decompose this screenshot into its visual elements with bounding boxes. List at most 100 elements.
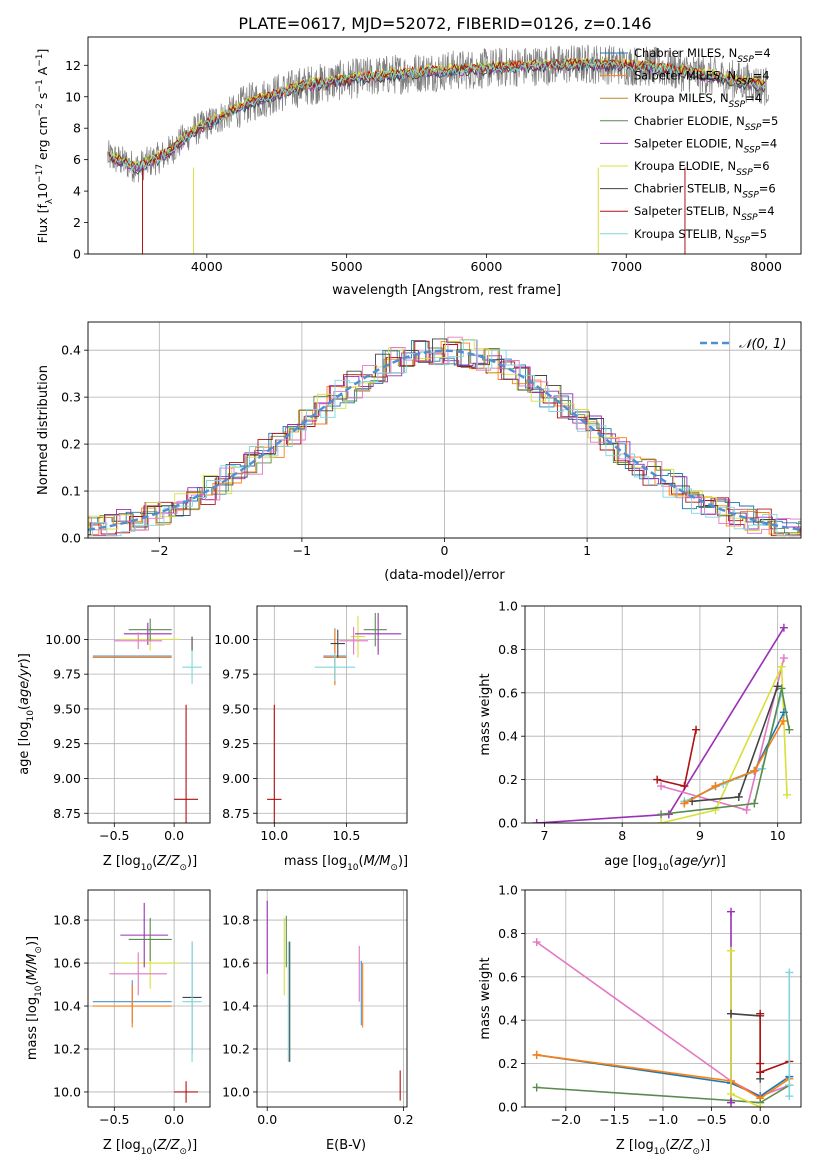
massweight_vs_age-axes: 7 8 9 10 0.0 0.2 0.4 0.6 0.8 1.0 [498, 599, 801, 843]
residual-histogram [88, 339, 801, 534]
label-part: 10 [657, 863, 669, 873]
label-part: Kroupa ELODIE, N [634, 159, 736, 173]
label-part: Chabrier MILES, N [634, 46, 737, 60]
y-tick-label: 1.0 [498, 599, 518, 614]
y-tick-label: 0.2 [498, 772, 518, 787]
label-part: SSP [729, 100, 746, 110]
label-part: Z [log [616, 1138, 654, 1153]
error-point [174, 704, 199, 823]
y-tick-label: 10 [65, 89, 81, 104]
y-tick-label: 0.3 [61, 390, 81, 405]
label-part: SSP [734, 236, 751, 246]
y-tick-label: 10.0 [222, 1084, 250, 1099]
figure-title: PLATE=0617, MJD=52072, FIBERID=0126, z=0… [238, 14, 651, 33]
residual-histogram [88, 352, 801, 537]
legend-label: Kroupa STELIB, NSSP=5 [634, 227, 767, 246]
label-part: age/yr [17, 662, 32, 705]
y-tick-label: 9.50 [53, 701, 81, 716]
weight-line [660, 657, 785, 811]
label-part: −1 [35, 54, 45, 67]
label-part: ( [665, 1138, 670, 1153]
weight-marker [777, 662, 786, 671]
age-vs-mass-xlabel: mass [log10(M/M⊙)] [284, 854, 408, 873]
x-tick-label: 0 [441, 543, 449, 558]
label-part: =5 [750, 227, 767, 241]
label-part: SSP [745, 123, 762, 133]
residuals-ylabel: Normed distribution [36, 365, 51, 495]
label-part: )] [700, 1138, 710, 1153]
y-tick-label: 9.00 [222, 771, 250, 786]
spectrum-frame [87, 36, 802, 255]
y-tick-label: 10.6 [222, 956, 250, 971]
legend-label: Salpeter MILES, NSSP=4 [634, 69, 770, 88]
weight-marker [779, 717, 788, 726]
weight-marker [532, 819, 541, 823]
y-tick-label: 10.4 [222, 999, 250, 1014]
label-part: =4 [753, 69, 770, 83]
error-point [128, 618, 172, 641]
label-part: ⊙ [390, 863, 398, 873]
y-tick-label: 0.4 [498, 1013, 518, 1028]
weight-line [730, 1012, 761, 1079]
label-part: ( [25, 980, 40, 985]
mw-age-xlabel: age [log10(age/yr)] [604, 854, 726, 873]
label-part: A [35, 66, 50, 79]
label-part: age/yr [674, 854, 717, 869]
weight-marker [532, 1083, 541, 1092]
error-point [174, 1081, 199, 1103]
x-tick-label: 6000 [471, 259, 503, 274]
x-tick-label: −1.5 [599, 1112, 629, 1127]
x-tick-label: −1 [293, 543, 311, 558]
x-tick-label: −2 [150, 543, 168, 558]
label-part: 10 [347, 863, 359, 873]
error-point [128, 917, 172, 961]
x-tick-label: 0.0 [750, 1112, 770, 1127]
model-line [108, 60, 766, 175]
error-point [355, 612, 402, 655]
y-tick-label: 0 [73, 247, 81, 262]
massweight_vs_Z-axes: −2.0 −1.5 −1.0 −0.5 0.0 0.0 0.2 0.4 0.6 0.8 1.0 [498, 883, 801, 1127]
label-part: ] [35, 49, 50, 54]
age_vs_Z-axes: −0.5 0.0 8.75 9.00 9.25 9.50 9.75 10.00 [45, 606, 210, 843]
age-vs-Z-xlabel: Z [log10(Z/Z⊙)] [103, 854, 197, 873]
y-tick-label: 9.75 [222, 667, 250, 682]
weight-line [684, 720, 784, 805]
x-tick-label: 10.0 [260, 828, 288, 843]
weight-marker [692, 725, 701, 734]
y-tick-label: 0.4 [61, 343, 81, 358]
weight-line [684, 711, 785, 805]
error-point [114, 632, 163, 650]
x-tick-label: 0.0 [257, 1112, 277, 1127]
label-part: )] [716, 854, 726, 869]
label-part: SSP [741, 213, 758, 223]
x-tick-label: 0.2 [394, 1112, 414, 1127]
mw-Z-xlabel: Z [log10(Z/Z⊙)] [616, 1138, 710, 1157]
y-tick-label: 10.2 [53, 1041, 81, 1056]
legend-label: Kroupa ELODIE, NSSP=6 [634, 159, 770, 178]
normal-curve [88, 349, 801, 531]
label-part: Flux [f [35, 204, 50, 244]
label-part: mass [log [25, 997, 40, 1060]
residuals-plot-area [88, 336, 801, 537]
y-tick-label: 0.0 [498, 816, 518, 831]
y-tick-label: 8 [73, 121, 81, 136]
mass_vs_Z-frame [87, 889, 211, 1108]
y-tick-label: 0.2 [498, 1056, 518, 1071]
label-part: 10 [26, 710, 36, 722]
weight-marker [711, 782, 720, 791]
label-part: =5 [761, 114, 778, 128]
residual-histogram [88, 340, 801, 526]
x-tick-label: 9 [696, 828, 704, 843]
label-part: )] [25, 936, 40, 946]
label-part: Z/Z [156, 854, 180, 869]
label-part: ⊙ [179, 1147, 187, 1157]
weight-marker [727, 1089, 736, 1098]
error-point [363, 612, 387, 647]
weight-marker [750, 799, 759, 808]
weight-marker [756, 1059, 765, 1068]
y-tick-label: 10.00 [45, 632, 81, 647]
massweight_vs_Z-plot-area [532, 907, 794, 1107]
mass_vs_EBV-plot-area [266, 900, 401, 1101]
massweight_vs_Z-frame [524, 889, 802, 1108]
weight-marker [727, 907, 736, 916]
